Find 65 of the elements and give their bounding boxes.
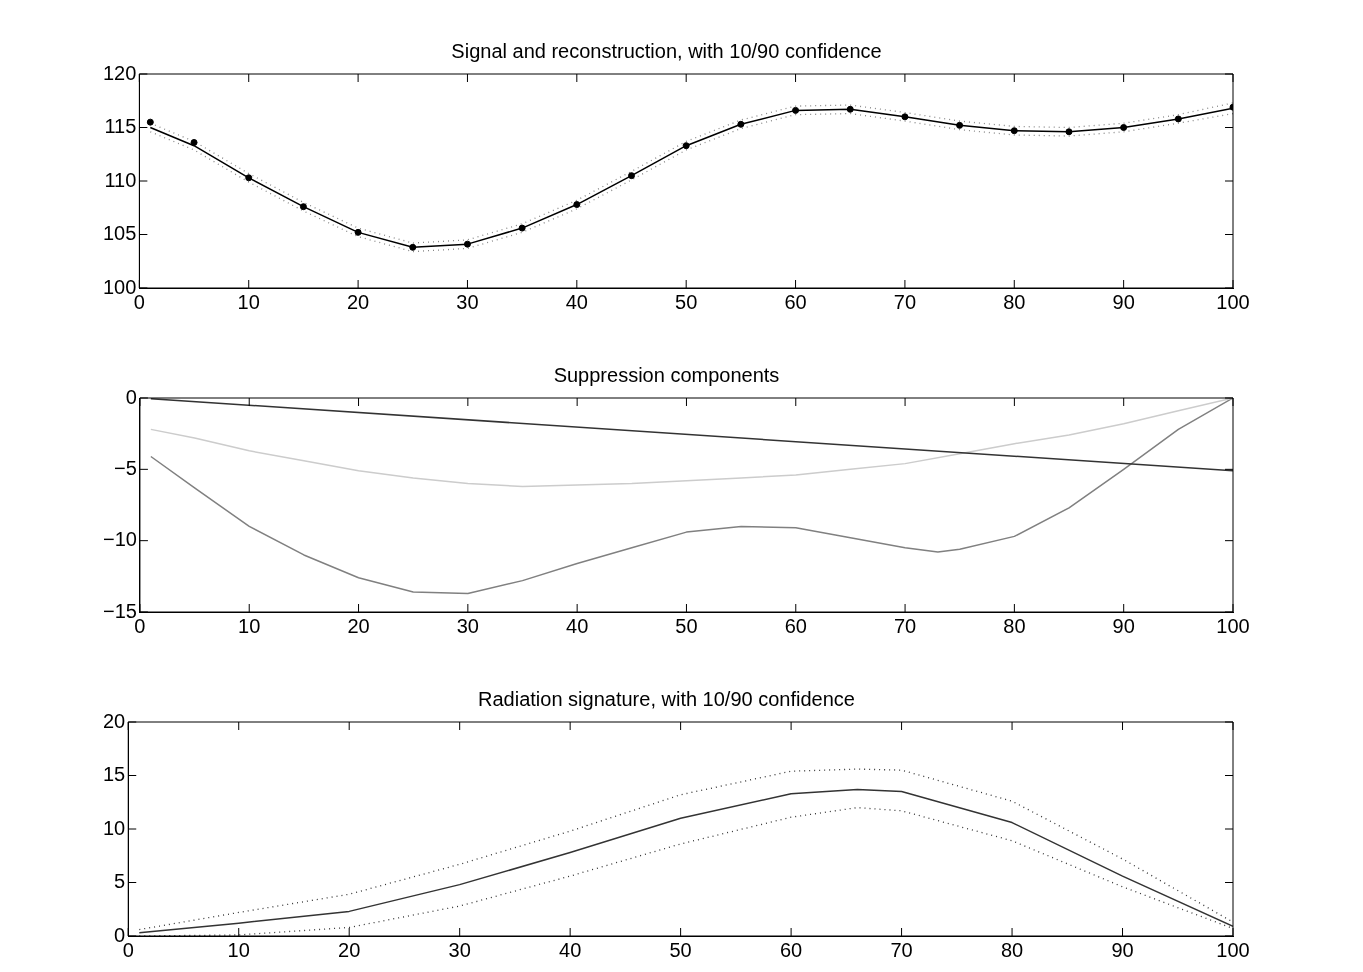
point: [1174, 115, 1182, 123]
x-tick-label: 20: [347, 614, 370, 637]
x-tick-label: 20: [346, 290, 370, 313]
point: [628, 172, 635, 180]
chart-title: Suppression components: [553, 363, 780, 386]
x-tick-label: 50: [675, 614, 698, 637]
point: [1065, 128, 1073, 136]
x-tick-label: 50: [675, 290, 698, 313]
x-tick-label: 10: [237, 290, 260, 313]
x-tick-label: 80: [1000, 938, 1024, 961]
point: [518, 224, 526, 232]
x-tick-label: 90: [1112, 290, 1135, 313]
point: [299, 203, 307, 211]
y-tick-label: −5: [114, 456, 137, 479]
x-tick-label: 90: [1111, 938, 1134, 961]
x-tick-label: 70: [890, 938, 913, 961]
x-tick-label: 30: [448, 938, 471, 961]
point: [846, 105, 854, 113]
point: [573, 201, 581, 209]
x-tick-label: 60: [779, 938, 803, 961]
y-tick-label: 0: [125, 385, 137, 408]
x-tick-label: 80: [1003, 614, 1026, 637]
point: [682, 142, 690, 150]
y-tick-label: 115: [104, 115, 137, 138]
x-tick-label: 90: [1112, 614, 1135, 637]
x-tick-label: 40: [565, 290, 588, 313]
point: [1010, 127, 1018, 135]
y-tick-label: 15: [103, 763, 126, 786]
chart-title: Signal and reconstruction, with 10/90 confidence: [451, 39, 882, 62]
chart-title: Radiation signature, with 10/90 confidence: [478, 687, 855, 710]
y-tick-label: 105: [102, 222, 137, 245]
point: [146, 118, 154, 126]
x-tick-label: 60: [784, 614, 807, 637]
y-tick-label: 10: [103, 816, 126, 839]
x-tick-label: 70: [893, 614, 917, 637]
y-tick-label: 5: [114, 870, 126, 893]
x-tick-label: 70: [893, 290, 917, 313]
x-tick-label: 40: [559, 938, 582, 961]
y-tick-label: −10: [102, 528, 137, 551]
point: [956, 121, 964, 129]
point: [737, 120, 745, 128]
point: [409, 243, 417, 251]
y-tick-label: −15: [102, 599, 137, 622]
point: [1120, 124, 1128, 131]
x-tick-label: 100: [1216, 290, 1250, 313]
point: [463, 240, 471, 248]
point: [190, 138, 198, 146]
x-tick-label: 10: [227, 938, 250, 961]
x-tick-label: 60: [784, 290, 807, 313]
point: [901, 113, 909, 121]
point: [354, 228, 362, 236]
x-tick-label: 10: [238, 614, 261, 637]
x-tick-label: 30: [456, 614, 479, 637]
x-tick-label: 100: [1216, 614, 1250, 637]
y-tick-label: 110: [104, 168, 137, 191]
point: [245, 174, 253, 182]
point: [792, 106, 800, 114]
x-tick-label: 50: [669, 938, 692, 961]
y-tick-label: 120: [102, 61, 137, 84]
x-tick-label: 100: [1216, 938, 1250, 961]
x-tick-label: 20: [338, 938, 361, 961]
x-tick-label: 40: [566, 614, 589, 637]
x-tick-label: 80: [1003, 290, 1026, 313]
y-tick-label: 20: [103, 709, 126, 732]
x-tick-label: 30: [456, 290, 479, 313]
